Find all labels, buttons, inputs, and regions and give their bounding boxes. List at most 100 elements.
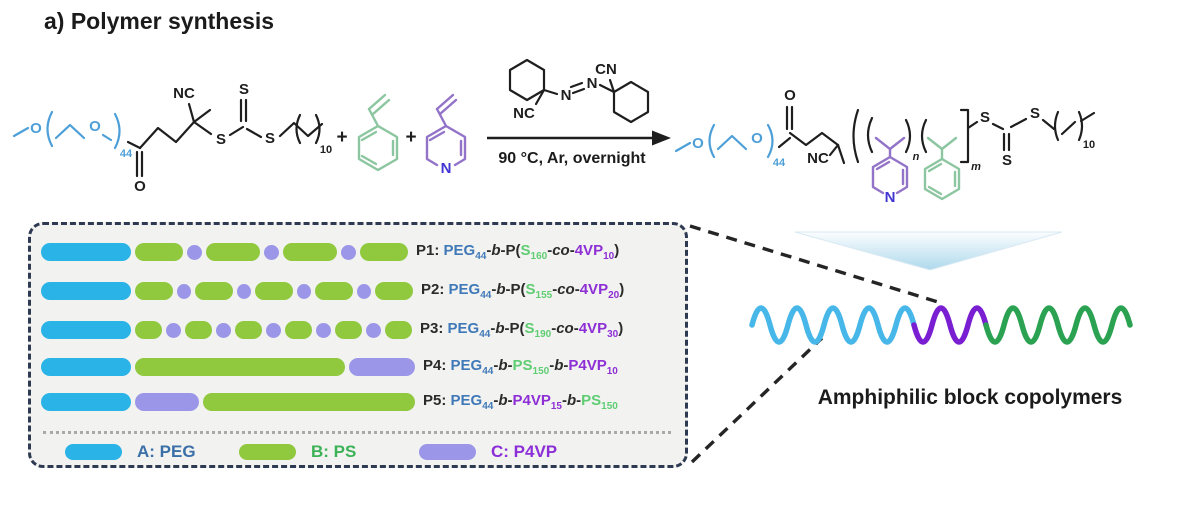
bond	[926, 136, 958, 151]
initiator-structure: N N NC CN	[508, 58, 650, 124]
oxygen-label: O	[30, 120, 42, 137]
bond	[534, 88, 546, 106]
block-sequence	[41, 393, 415, 411]
plus-sign: +	[405, 127, 416, 148]
peg-block	[41, 321, 131, 339]
bond	[113, 112, 121, 150]
bond	[674, 141, 692, 153]
dp-subscript: 10	[320, 144, 332, 156]
polymer-row-p1: P1: PEG44-b-P(S160-co-4VP10)	[41, 242, 620, 262]
benzene-ring	[357, 124, 399, 172]
dp-subscript: 44	[773, 157, 786, 169]
bond	[871, 155, 892, 195]
ps-block	[285, 321, 312, 339]
block-sequence	[41, 358, 415, 376]
dp-subscript: 10	[1083, 139, 1095, 151]
bond	[874, 136, 906, 151]
block-sequence	[41, 282, 413, 300]
bond	[360, 130, 378, 142]
repeat-n: n	[913, 151, 920, 163]
bond	[54, 123, 86, 140]
bond	[360, 154, 378, 166]
bond	[1077, 110, 1084, 142]
legend-label: C: P4VP	[491, 442, 558, 461]
ps-block	[206, 243, 260, 261]
dp-subscript: 44	[120, 148, 133, 160]
block-sequence	[41, 321, 412, 339]
repeat-m: m	[971, 161, 981, 173]
p4vp-block	[177, 283, 191, 299]
bond	[314, 113, 321, 145]
cyclohexane-ring	[508, 58, 546, 102]
bond	[866, 116, 874, 154]
nitrile-label: CN	[595, 61, 617, 78]
ps-block	[283, 243, 337, 261]
oxygen-label: O	[784, 87, 796, 104]
callout-dash-line	[689, 224, 939, 304]
ps-block	[255, 282, 293, 300]
arrow-head	[652, 130, 671, 146]
legend-item-c: C: P4VP	[419, 441, 557, 463]
bond	[766, 123, 774, 159]
bond	[1060, 120, 1077, 136]
bond	[1053, 110, 1060, 142]
sulfur-label: S	[980, 109, 990, 126]
product-structure: O O 44 O NC N n	[674, 87, 1095, 206]
bond	[187, 102, 196, 124]
ps-wave	[983, 305, 1133, 345]
repeat-bracket	[852, 108, 860, 164]
bond	[435, 93, 455, 111]
bond	[920, 118, 928, 154]
cyclohexane-ring	[612, 80, 650, 124]
legend-label: A: PEG	[137, 442, 196, 461]
bond	[708, 123, 716, 159]
nitrile-label: NC	[807, 150, 829, 167]
peg-wave	[749, 305, 917, 345]
ps-block	[235, 321, 262, 339]
p4vp-block	[357, 283, 371, 299]
polymer-series-box: P1: PEG44-b-P(S160-co-4VP10) P2: PEG44-b-…	[28, 222, 688, 468]
peg-block	[41, 358, 131, 376]
figure-title: a) Polymer synthesis	[44, 8, 275, 34]
ps-block	[195, 282, 233, 300]
legend-label: B: PS	[311, 442, 357, 461]
p4vp-block	[264, 244, 279, 260]
bond	[126, 140, 142, 150]
polymer-row-p2: P2: PEG44-b-P(S155-co-4VP20)	[41, 281, 625, 301]
bond	[966, 120, 979, 130]
p4vp-block	[316, 322, 331, 338]
nitrogen-label: N	[441, 160, 452, 177]
polymer-row-p5: P5: PEG44-b-P4VP15-b-PS150	[41, 392, 618, 412]
p4vp-block	[266, 322, 281, 338]
nitrogen-label: N	[561, 87, 572, 104]
peg-block	[41, 282, 131, 300]
polymer-formula: P4: PEG44-b-PS150-b-P4VP10	[423, 357, 618, 377]
ps-block	[375, 282, 413, 300]
bond	[569, 81, 584, 89]
ps-block	[135, 282, 173, 300]
peg-block	[41, 243, 131, 261]
ps-block	[203, 393, 415, 411]
nitrile-label: NC	[513, 105, 535, 122]
p4vp-wave	[911, 305, 989, 345]
oxygen-label: O	[751, 130, 763, 147]
polymer-row-p3: P3: PEG44-b-P(S190-co-4VP30)	[41, 320, 623, 340]
polymer-formula: P2: PEG44-b-P(S155-co-4VP20)	[421, 281, 625, 301]
bond	[438, 98, 458, 116]
reaction-conditions: 90 °C, Ar, overnight	[498, 150, 646, 167]
bond	[428, 130, 446, 142]
p4vp-block	[297, 283, 311, 299]
p4vp-block	[187, 244, 202, 260]
legend-divider	[43, 431, 671, 434]
sulfur-label: S	[1002, 152, 1012, 169]
nitrogen-label: N	[587, 75, 598, 92]
bond	[875, 160, 891, 171]
polymer-row-p4: P4: PEG44-b-PS150-b-P4VP10	[41, 357, 618, 377]
bond	[716, 134, 748, 151]
bond	[904, 118, 912, 154]
bond	[1009, 117, 1028, 129]
bond	[788, 131, 840, 147]
bond	[228, 125, 245, 137]
polymer-formula: P1: PEG44-b-P(S160-co-4VP10)	[416, 242, 620, 262]
